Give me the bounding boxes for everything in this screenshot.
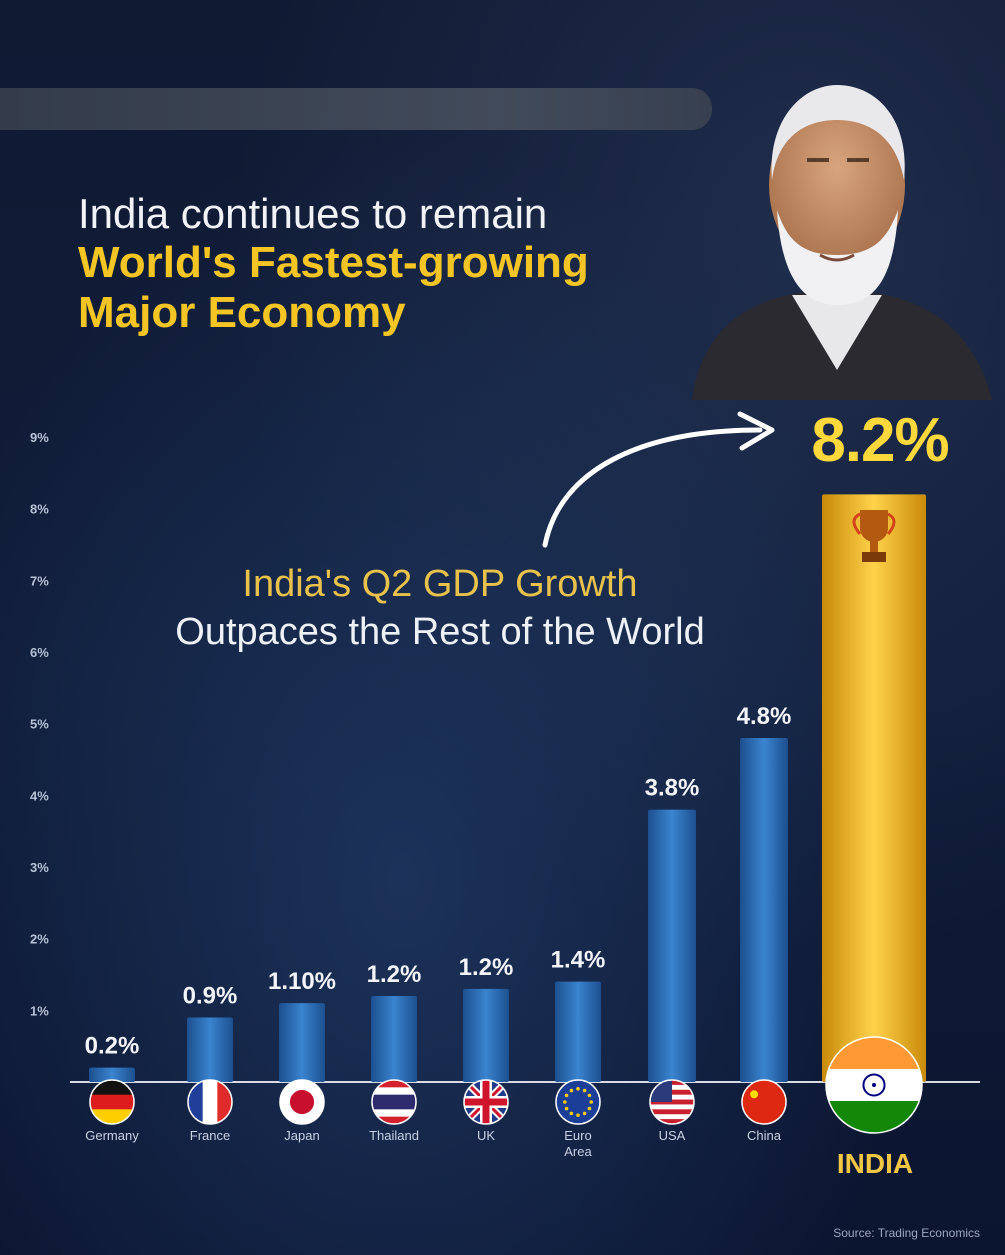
india-category-label: INDIA <box>836 1148 914 1179</box>
y-tick-label: 3% <box>30 860 49 875</box>
bar-value-label: 4.8% <box>737 703 792 730</box>
y-tick-label: 9% <box>30 430 49 445</box>
y-tick-label: 8% <box>30 502 49 517</box>
y-tick-label: 4% <box>30 788 49 803</box>
category-label: Thailand <box>369 1128 419 1143</box>
source-note: Source: Trading Economics <box>833 1226 980 1240</box>
y-tick-label: 1% <box>30 1003 49 1018</box>
headline-line-2: World's Fastest-growing <box>78 238 589 287</box>
bar-value-label: 0.9% <box>183 983 238 1010</box>
headline: India continues to remain World's Fastes… <box>78 190 718 338</box>
headline-line-1: India continues to remain <box>78 190 548 237</box>
bar-usa <box>648 809 696 1082</box>
y-tick-label: 5% <box>30 717 49 732</box>
bar-china <box>740 738 788 1082</box>
bar-india <box>822 494 926 1082</box>
bar-value-label: 1.2% <box>367 961 422 988</box>
arrow-icon <box>542 411 775 548</box>
headline-line-3: Major Economy <box>78 288 406 337</box>
china-flag-icon <box>741 1079 787 1125</box>
usa-flag-icon <box>649 1079 695 1125</box>
bar-germany <box>89 1067 135 1082</box>
eu-flag-icon <box>555 1079 601 1125</box>
y-tick-label: 7% <box>30 573 49 588</box>
india-flag-icon <box>825 1036 923 1134</box>
india-value-label: 8.2% <box>811 406 949 475</box>
trophy-icon <box>852 510 896 562</box>
category-label: Area <box>564 1144 592 1159</box>
subtitle-line-2: Outpaces the Rest of the World <box>175 611 705 653</box>
bar-uk <box>463 988 509 1082</box>
category-label: USA <box>659 1128 686 1143</box>
bar-euro-area <box>555 981 601 1082</box>
bar-value-label: 3.8% <box>645 775 700 802</box>
category-label: Germany <box>85 1128 139 1143</box>
bar-value-label: 1.10% <box>268 968 336 995</box>
bar-thailand <box>371 996 417 1082</box>
bar-value-label: 1.4% <box>551 947 606 974</box>
header-strip <box>0 88 712 130</box>
leader-portrait <box>692 85 992 400</box>
japan-flag-icon <box>279 1079 325 1125</box>
y-tick-label: 2% <box>30 932 49 947</box>
uk-flag-icon <box>463 1079 509 1125</box>
category-label: Japan <box>284 1128 319 1143</box>
germany-flag-icon <box>89 1079 135 1125</box>
category-label: China <box>747 1128 782 1143</box>
category-label: Euro <box>564 1128 591 1143</box>
france-flag-icon <box>187 1079 233 1125</box>
y-tick-label: 6% <box>30 645 49 660</box>
category-label: UK <box>477 1128 495 1143</box>
category-label: France <box>190 1128 230 1143</box>
bar-france <box>187 1017 233 1082</box>
bar-value-label: 0.2% <box>85 1033 140 1060</box>
subtitle-line-1: India's Q2 GDP Growth <box>242 563 638 605</box>
bar-value-label: 1.2% <box>459 954 514 981</box>
chart-subtitle: India's Q2 GDP Growth Outpaces the Rest … <box>110 560 770 656</box>
bar-japan <box>279 1003 325 1082</box>
thailand-flag-icon <box>371 1079 417 1125</box>
